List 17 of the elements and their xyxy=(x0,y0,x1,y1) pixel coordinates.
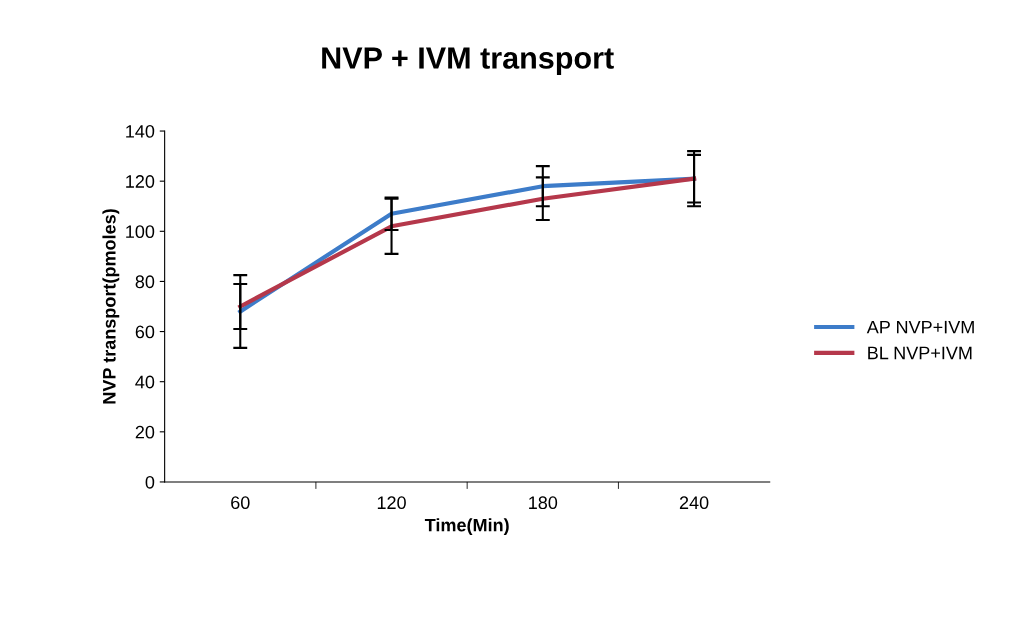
x-tick-label: 240 xyxy=(679,496,709,510)
y-tick-label: 60 xyxy=(135,325,155,339)
y-tick-label: 100 xyxy=(126,225,155,239)
x-axis-title: Time(Min) xyxy=(424,518,509,536)
x-tick-label: 60 xyxy=(231,496,250,510)
x-tick-label: 180 xyxy=(529,496,558,510)
y-tick-label: 140 xyxy=(126,124,155,138)
y-axis-title: NVP transport(pmoles) xyxy=(102,209,120,404)
y-tick-label: 0 xyxy=(145,475,155,489)
x-tick-label: 120 xyxy=(377,496,406,510)
y-tick-label: 20 xyxy=(135,425,155,439)
chart-title: NVP + IVM transport xyxy=(322,47,614,75)
y-tick-label: 80 xyxy=(135,275,155,289)
y-tick-label: 120 xyxy=(126,175,155,188)
legend-label: AP NVP+IVM xyxy=(866,320,974,334)
legend-label: BL NVP+IVM xyxy=(868,346,972,360)
y-tick-label: 40 xyxy=(135,375,155,389)
